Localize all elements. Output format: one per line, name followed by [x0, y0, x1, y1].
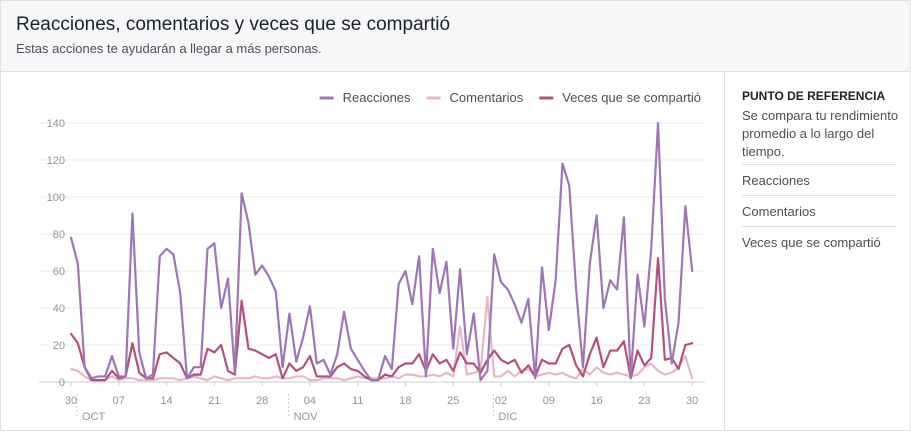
benchmark-item-shares[interactable]: Veces que se compartió — [742, 226, 897, 250]
x-tick-label: 07 — [113, 395, 125, 407]
series-line — [69, 256, 694, 382]
benchmark-description: Se compara tu rendimiento promedio a lo … — [742, 108, 899, 159]
benchmark-title: PUNTO DE REFERENCIA — [742, 89, 886, 103]
chart-area: 0 20 40 60 80 100 120 140 30 07 14 21 28 04 11 18 25 02 09… — [1, 72, 723, 430]
benchmark-item-reactions[interactable]: Reacciones — [742, 164, 897, 188]
series-line — [69, 121, 694, 382]
line-chart: 0 20 40 60 80 100 120 140 30 07 14 21 28 04 11 18 25 02 09… — [39, 90, 705, 423]
benchmark-sidebar: PUNTO DE REFERENCIA Se compara tu rendim… — [724, 72, 911, 430]
y-tick-label: 100 — [47, 192, 65, 204]
y-tick-label: 60 — [53, 266, 65, 278]
x-tick-label: 04 — [304, 395, 316, 407]
legend-label: Comentarios — [450, 90, 524, 105]
x-tick-label: 25 — [447, 395, 459, 407]
x-tick-label: 18 — [399, 395, 411, 407]
x-tick-label: 09 — [543, 395, 555, 407]
panel-title: Reacciones, comentarios y veces que se c… — [16, 14, 451, 35]
y-tick-label: 120 — [47, 155, 65, 167]
x-tick-label: 28 — [256, 395, 268, 407]
x-tick-label: 30 — [65, 395, 77, 407]
month-label: OCT — [82, 411, 106, 423]
x-tick-label: 02 — [495, 395, 507, 407]
y-tick-label: 40 — [53, 303, 65, 315]
y-tick-label: 20 — [53, 340, 65, 352]
y-tick-label: 140 — [47, 118, 65, 130]
legend-label: Reacciones — [343, 90, 411, 105]
x-tick-label: 21 — [208, 395, 220, 407]
benchmark-item-comments[interactable]: Comentarios — [742, 195, 897, 219]
month-label: NOV — [294, 411, 319, 423]
y-tick-label: 0 — [59, 377, 65, 389]
x-tick-label: 11 — [352, 395, 363, 407]
panel-header: Reacciones, comentarios y veces que se c… — [1, 1, 910, 72]
x-tick-label: 30 — [686, 395, 698, 407]
x-tick-label: 14 — [160, 395, 172, 407]
month-label: DIC — [498, 411, 517, 423]
panel-subtitle: Estas acciones te ayudarán a llegar a má… — [16, 41, 322, 56]
y-tick-label: 80 — [53, 229, 65, 241]
x-tick-label: 23 — [638, 395, 650, 407]
x-tick-label: 16 — [590, 395, 602, 407]
legend-label: Veces que se compartió — [562, 90, 701, 105]
